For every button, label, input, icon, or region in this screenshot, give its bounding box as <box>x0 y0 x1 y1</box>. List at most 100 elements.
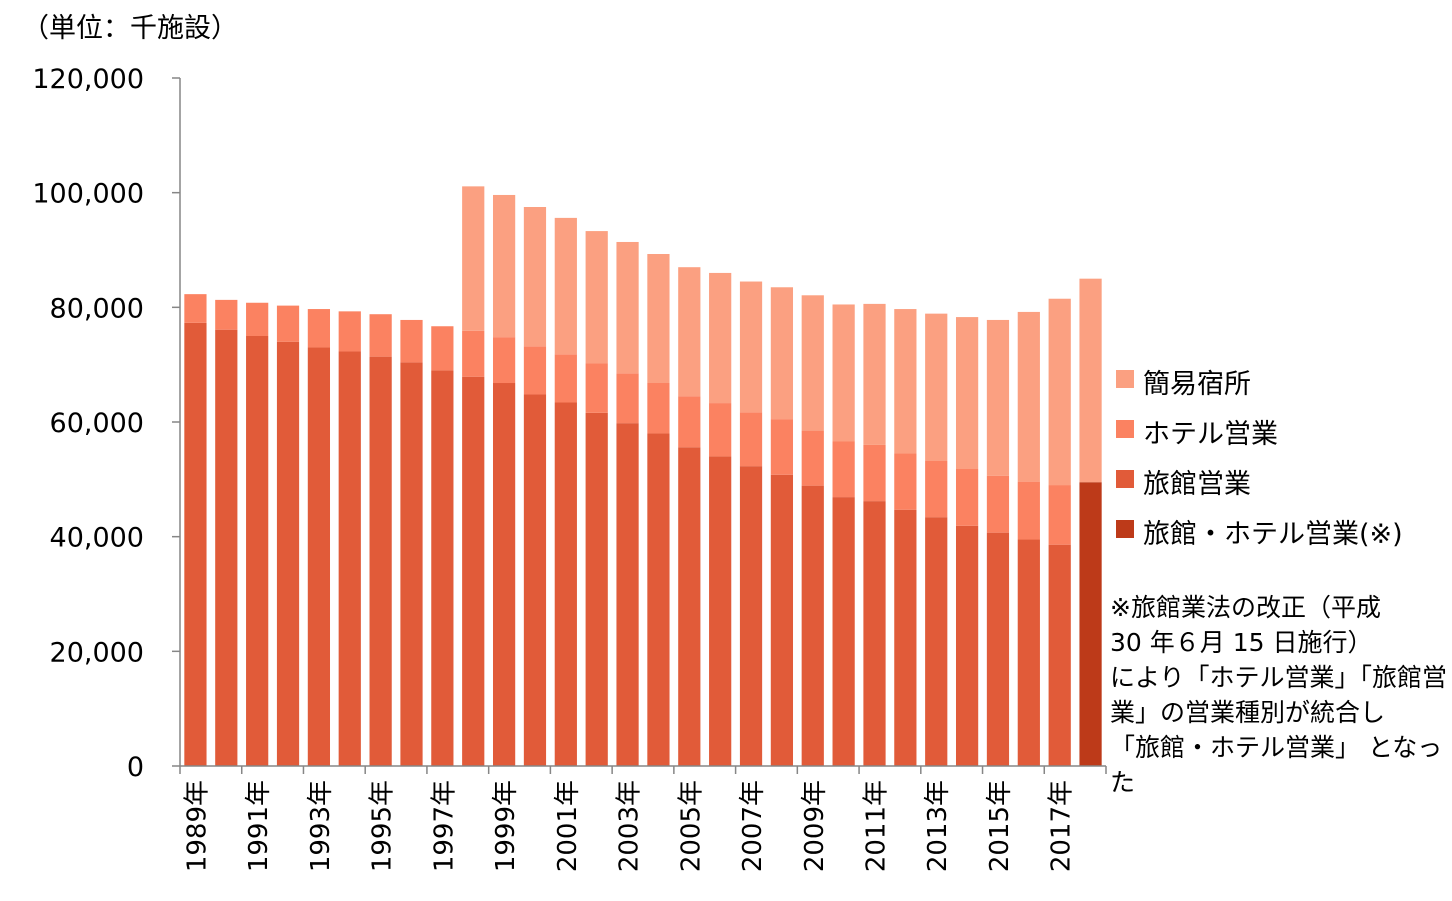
bar-segment <box>369 314 392 357</box>
bar-segment <box>585 231 608 364</box>
x-tick-label: 2009年 <box>800 780 830 872</box>
bar-segment <box>523 207 547 347</box>
bar-segment <box>801 485 824 766</box>
bar-segment <box>801 295 824 431</box>
bar-segment <box>276 305 300 342</box>
bar-segment <box>647 383 670 434</box>
bar-segment <box>215 299 238 330</box>
x-tick-label: 1999年 <box>491 780 521 872</box>
bar-segment <box>770 474 794 766</box>
bar-segment <box>709 456 732 766</box>
bar-segment <box>369 356 392 766</box>
legend-label-combined: 旅館・ホテル営業(※) <box>1143 519 1403 550</box>
x-tick-label: 2013年 <box>923 780 953 872</box>
bar-segment <box>616 241 639 374</box>
legend-label-kani: 簡易宿所 <box>1143 369 1251 400</box>
bar-segment <box>678 447 701 766</box>
bar-segment <box>307 309 331 348</box>
bar-segment <box>739 412 763 467</box>
bar-segment <box>986 532 1010 766</box>
y-tick-label: 40,000 <box>50 523 144 554</box>
bar-segment <box>894 453 917 510</box>
bar-segment <box>307 347 331 766</box>
bar-segment <box>925 517 948 766</box>
bar-segment <box>678 396 701 448</box>
bar-segment <box>431 370 454 766</box>
bar-segment <box>338 351 361 766</box>
legend-label-hotel: ホテル営業 <box>1143 419 1278 450</box>
x-tick-label: 1991年 <box>244 780 274 872</box>
footnote-line: ※旅館業法の改正（平成 <box>1110 593 1381 622</box>
bar-segment <box>770 419 794 475</box>
bar-segment <box>400 362 423 766</box>
bar-segment <box>431 326 454 371</box>
bar-segment <box>184 294 207 323</box>
bar-segment <box>523 394 547 766</box>
x-tick-label: 1993年 <box>306 780 336 872</box>
bar-segment <box>863 444 886 502</box>
y-tick-label: 120,000 <box>32 64 144 95</box>
bar-segment <box>1079 482 1102 766</box>
bar-segment <box>801 430 824 486</box>
footnote-line: 「旅館・ホテル営業」 となっ <box>1110 733 1443 762</box>
bar-segment <box>955 469 979 526</box>
bar-segment <box>832 304 855 442</box>
bar-segment <box>462 376 485 766</box>
bar-segment <box>554 354 577 403</box>
bar-segment <box>492 383 516 766</box>
bar-segment <box>739 466 763 766</box>
bar-segment <box>925 460 948 518</box>
y-tick-label: 60,000 <box>50 408 144 439</box>
x-tick-label: 1995年 <box>368 780 398 872</box>
bar-segment <box>1048 544 1071 766</box>
bar-segment <box>863 303 886 445</box>
bar-segment <box>986 475 1010 533</box>
footnote-line: により「ホテル営業」「旅館営 <box>1110 663 1448 692</box>
bar-segment <box>894 509 917 766</box>
unit-label: （単位：千施設） <box>22 13 238 44</box>
bar-segment <box>184 322 207 766</box>
bar-segment <box>832 497 855 766</box>
bar-segment <box>492 194 516 338</box>
x-tick-label: 1997年 <box>429 780 459 872</box>
bar-segment <box>554 402 577 766</box>
bar-segment <box>1079 278 1102 483</box>
y-tick-label: 100,000 <box>32 179 144 210</box>
bar-segment <box>925 313 948 461</box>
x-tick-label: 2015年 <box>985 780 1015 872</box>
bar-segment <box>276 341 300 766</box>
bar-segment <box>400 319 423 363</box>
bar-segment <box>1048 298 1071 486</box>
bar-segment <box>585 363 608 413</box>
bar-segment <box>709 272 732 404</box>
bar-segment <box>585 412 608 766</box>
bar-segment <box>647 433 670 766</box>
bar-segment <box>678 267 701 397</box>
bar-segment <box>246 302 269 336</box>
legend-swatch-hotel <box>1116 420 1134 438</box>
legend-label-ryokan: 旅館営業 <box>1143 469 1251 500</box>
bar-segment <box>1048 485 1071 545</box>
footnote-line: た <box>1110 768 1136 797</box>
footnote: ※旅館業法の改正（平成 30 年６月 15 日施行） により「ホテル営業」「旅館… <box>1110 590 1448 800</box>
legend-swatch-kani <box>1116 370 1134 388</box>
bar-segment <box>1017 311 1040 482</box>
x-tick-label: 2005年 <box>676 780 706 872</box>
legend-swatch-combined <box>1116 520 1134 538</box>
bar-segment <box>986 319 1010 476</box>
x-tick-label: 2003年 <box>615 780 645 872</box>
bar-segment <box>616 373 639 424</box>
bar-segment <box>955 525 979 766</box>
bar-segment <box>770 287 794 420</box>
x-tick-label: 2001年 <box>553 780 583 872</box>
bar-segment <box>492 337 516 384</box>
bar-segment <box>832 441 855 498</box>
legend-swatch-ryokan <box>1116 470 1134 488</box>
bar-segment <box>616 423 639 766</box>
bar-segment <box>554 217 577 355</box>
x-tick-label: 2007年 <box>738 780 768 872</box>
bar-segment <box>338 311 361 352</box>
bar-segment <box>246 336 269 766</box>
x-tick-label: 2017年 <box>1047 780 1077 872</box>
